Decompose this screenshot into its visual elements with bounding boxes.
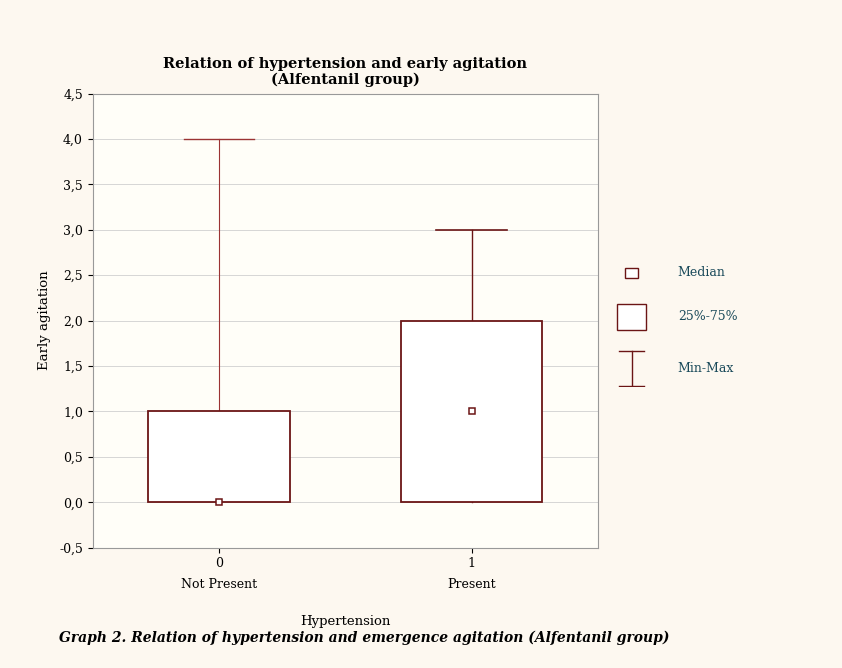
Text: Present: Present bbox=[447, 578, 496, 591]
Text: 25%-75%: 25%-75% bbox=[678, 311, 738, 323]
X-axis label: Hypertension: Hypertension bbox=[300, 615, 391, 628]
Text: Not Present: Not Present bbox=[181, 578, 257, 591]
Y-axis label: Early agitation: Early agitation bbox=[38, 271, 51, 371]
Bar bbox=[401, 321, 542, 502]
Bar bbox=[616, 304, 647, 330]
Text: Relation of hypertension and early agitation
(Alfentanil group): Relation of hypertension and early agita… bbox=[163, 57, 527, 88]
Bar bbox=[148, 411, 290, 502]
Text: Median: Median bbox=[678, 267, 726, 279]
Bar bbox=[625, 268, 638, 278]
Text: Graph 2. Relation of hypertension and emergence agitation (Alfentanil group): Graph 2. Relation of hypertension and em… bbox=[59, 630, 669, 645]
Text: Min-Max: Min-Max bbox=[678, 362, 734, 375]
